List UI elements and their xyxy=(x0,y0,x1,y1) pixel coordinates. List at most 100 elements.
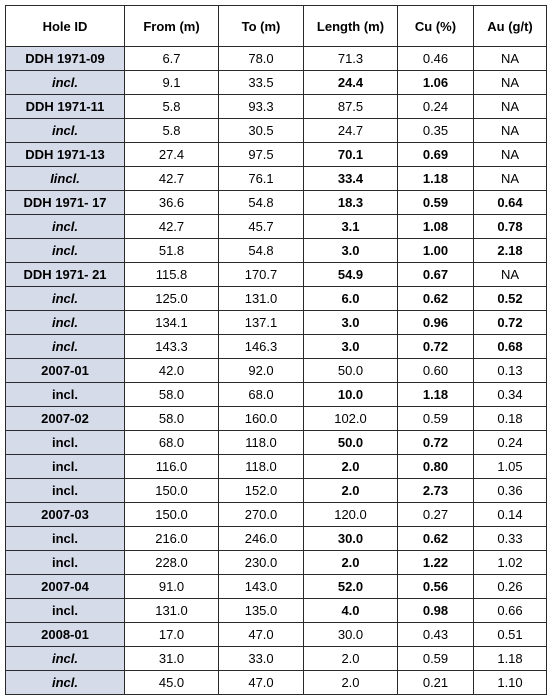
length-cell: 3.0 xyxy=(303,238,398,263)
cu-cell: 0.27 xyxy=(397,502,474,527)
hole-id-cell: incl. xyxy=(5,478,125,503)
hole-id-cell: DDH 1971- 17 xyxy=(5,190,125,215)
to-cell: 30.5 xyxy=(218,118,304,143)
to-cell: 270.0 xyxy=(218,502,304,527)
length-cell: 2.0 xyxy=(303,646,398,671)
hole-id-cell: incl. xyxy=(5,598,125,623)
cu-cell: 1.06 xyxy=(397,70,474,95)
length-cell: 71.3 xyxy=(303,46,398,71)
length-cell: 2.0 xyxy=(303,670,398,695)
hole-id-cell: 2007-03 xyxy=(5,502,125,527)
au-cell: NA xyxy=(473,262,547,287)
from-cell: 131.0 xyxy=(124,598,219,623)
table-row: incl. 5.8 30.5 24.7 0.35 NA xyxy=(5,118,547,143)
length-cell: 4.0 xyxy=(303,598,398,623)
from-cell: 27.4 xyxy=(124,142,219,167)
hole-id-cell: 2007-04 xyxy=(5,574,125,599)
to-cell: 97.5 xyxy=(218,142,304,167)
to-cell: 92.0 xyxy=(218,358,304,383)
hole-id-cell: DDH 1971-09 xyxy=(5,46,125,71)
au-cell: 0.13 xyxy=(473,358,547,383)
to-cell: 68.0 xyxy=(218,382,304,407)
au-cell: 0.33 xyxy=(473,526,547,551)
au-cell: 0.24 xyxy=(473,430,547,455)
to-cell: 47.0 xyxy=(218,670,304,695)
cu-cell: 1.18 xyxy=(397,166,474,191)
hole-id-cell: incl. xyxy=(5,646,125,671)
hole-id-cell: incl. xyxy=(5,214,125,239)
table-row: incl. 116.0 118.0 2.0 0.80 1.05 xyxy=(5,454,547,479)
table-row: incl. 134.1 137.1 3.0 0.96 0.72 xyxy=(5,310,547,335)
au-cell: 0.78 xyxy=(473,214,547,239)
au-cell: 1.18 xyxy=(473,646,547,671)
length-cell: 24.4 xyxy=(303,70,398,95)
cu-cell: 0.56 xyxy=(397,574,474,599)
hole-id-cell: incl. xyxy=(5,454,125,479)
to-cell: 54.8 xyxy=(218,238,304,263)
au-cell: 0.26 xyxy=(473,574,547,599)
table-row: incl. 51.8 54.8 3.0 1.00 2.18 xyxy=(5,238,547,263)
from-cell: 115.8 xyxy=(124,262,219,287)
au-cell: NA xyxy=(473,70,547,95)
cu-cell: 0.67 xyxy=(397,262,474,287)
table-row: DDH 1971- 17 36.6 54.8 18.3 0.59 0.64 xyxy=(5,190,547,215)
to-cell: 118.0 xyxy=(218,454,304,479)
cu-cell: 0.35 xyxy=(397,118,474,143)
to-cell: 131.0 xyxy=(218,286,304,311)
cu-cell: 0.62 xyxy=(397,526,474,551)
from-cell: 6.7 xyxy=(124,46,219,71)
length-cell: 6.0 xyxy=(303,286,398,311)
to-cell: 118.0 xyxy=(218,430,304,455)
au-cell: NA xyxy=(473,166,547,191)
from-cell: 134.1 xyxy=(124,310,219,335)
table-row: incl. 125.0 131.0 6.0 0.62 0.52 xyxy=(5,286,547,311)
table-row: DDH 1971- 21 115.8 170.7 54.9 0.67 NA xyxy=(5,262,547,287)
header-to: To (m) xyxy=(218,5,304,47)
from-cell: 68.0 xyxy=(124,430,219,455)
length-cell: 30.0 xyxy=(303,526,398,551)
hole-id-cell: Iincl. xyxy=(5,166,125,191)
table-row: DDH 1971-11 5.8 93.3 87.5 0.24 NA xyxy=(5,94,547,119)
from-cell: 42.7 xyxy=(124,214,219,239)
table-row: incl. 9.1 33.5 24.4 1.06 NA xyxy=(5,70,547,95)
hole-id-cell: incl. xyxy=(5,310,125,335)
au-cell: 0.64 xyxy=(473,190,547,215)
length-cell: 2.0 xyxy=(303,478,398,503)
from-cell: 51.8 xyxy=(124,238,219,263)
table-row: 2007-03 150.0 270.0 120.0 0.27 0.14 xyxy=(5,502,547,527)
to-cell: 230.0 xyxy=(218,550,304,575)
to-cell: 76.1 xyxy=(218,166,304,191)
to-cell: 33.5 xyxy=(218,70,304,95)
table-row: DDH 1971-09 6.7 78.0 71.3 0.46 NA xyxy=(5,46,547,71)
hole-id-cell: incl. xyxy=(5,118,125,143)
length-cell: 54.9 xyxy=(303,262,398,287)
from-cell: 5.8 xyxy=(124,94,219,119)
header-row: Hole ID From (m) To (m) Length (m) Cu (%… xyxy=(5,5,547,47)
length-cell: 50.0 xyxy=(303,358,398,383)
from-cell: 125.0 xyxy=(124,286,219,311)
hole-id-cell: incl. xyxy=(5,670,125,695)
from-cell: 58.0 xyxy=(124,382,219,407)
table-row: incl. 216.0 246.0 30.0 0.62 0.33 xyxy=(5,526,547,551)
hole-id-cell: incl. xyxy=(5,550,125,575)
cu-cell: 0.80 xyxy=(397,454,474,479)
au-cell: 1.05 xyxy=(473,454,547,479)
length-cell: 2.0 xyxy=(303,550,398,575)
to-cell: 143.0 xyxy=(218,574,304,599)
length-cell: 10.0 xyxy=(303,382,398,407)
to-cell: 78.0 xyxy=(218,46,304,71)
hole-id-cell: incl. xyxy=(5,382,125,407)
hole-id-cell: incl. xyxy=(5,526,125,551)
table-row: incl. 150.0 152.0 2.0 2.73 0.36 xyxy=(5,478,547,503)
au-cell: 0.51 xyxy=(473,622,547,647)
cu-cell: 0.69 xyxy=(397,142,474,167)
table-row: 2007-01 42.0 92.0 50.0 0.60 0.13 xyxy=(5,358,547,383)
to-cell: 33.0 xyxy=(218,646,304,671)
au-cell: 0.72 xyxy=(473,310,547,335)
cu-cell: 0.59 xyxy=(397,406,474,431)
hole-id-cell: DDH 1971-11 xyxy=(5,94,125,119)
au-cell: NA xyxy=(473,142,547,167)
cu-cell: 0.72 xyxy=(397,430,474,455)
to-cell: 246.0 xyxy=(218,526,304,551)
hole-id-cell: 2008-01 xyxy=(5,622,125,647)
